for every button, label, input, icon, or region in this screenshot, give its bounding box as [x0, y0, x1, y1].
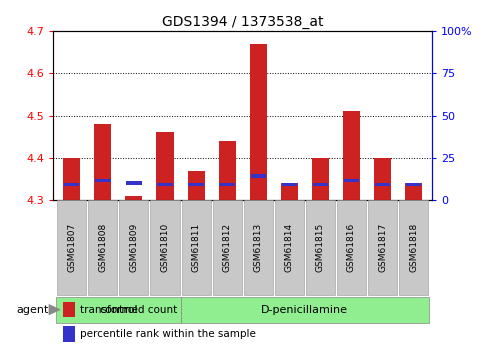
Text: GSM61815: GSM61815	[316, 223, 325, 272]
Bar	[63, 158, 80, 200]
Text: GSM61816: GSM61816	[347, 223, 356, 272]
Title: GDS1394 / 1373538_at: GDS1394 / 1373538_at	[162, 14, 324, 29]
Text: GSM61813: GSM61813	[254, 223, 263, 272]
Bar	[251, 174, 266, 178]
Text: GSM61808: GSM61808	[99, 223, 107, 272]
Bar	[157, 183, 173, 186]
Bar	[219, 141, 236, 200]
Bar	[312, 158, 329, 200]
Text: transformed count: transformed count	[80, 305, 177, 315]
Bar	[126, 196, 142, 200]
Bar	[126, 181, 142, 185]
Bar	[313, 183, 328, 186]
Bar	[344, 179, 359, 182]
Text: agent: agent	[16, 305, 49, 315]
Text: GSM61807: GSM61807	[67, 223, 76, 272]
Bar	[219, 183, 235, 186]
Text: GSM61810: GSM61810	[160, 223, 170, 272]
Bar	[374, 158, 391, 200]
Bar	[282, 183, 297, 186]
Bar	[406, 183, 421, 186]
Text: percentile rank within the sample: percentile rank within the sample	[80, 329, 256, 339]
Bar	[156, 132, 173, 200]
Bar	[187, 170, 205, 200]
Bar	[281, 183, 298, 200]
Text: GSM61811: GSM61811	[192, 223, 200, 272]
Bar	[250, 44, 267, 200]
Text: control: control	[99, 305, 138, 315]
Bar	[343, 111, 360, 200]
Bar	[64, 183, 80, 186]
Text: D-penicillamine: D-penicillamine	[261, 305, 348, 315]
Bar	[188, 183, 204, 186]
Bar	[375, 183, 390, 186]
Text: GSM61812: GSM61812	[223, 223, 232, 272]
Text: GSM61809: GSM61809	[129, 223, 139, 272]
Text: GSM61817: GSM61817	[378, 223, 387, 272]
Text: GSM61814: GSM61814	[285, 223, 294, 272]
Bar	[405, 183, 422, 200]
Bar	[95, 179, 111, 182]
Text: GSM61818: GSM61818	[409, 223, 418, 272]
Bar	[94, 124, 112, 200]
